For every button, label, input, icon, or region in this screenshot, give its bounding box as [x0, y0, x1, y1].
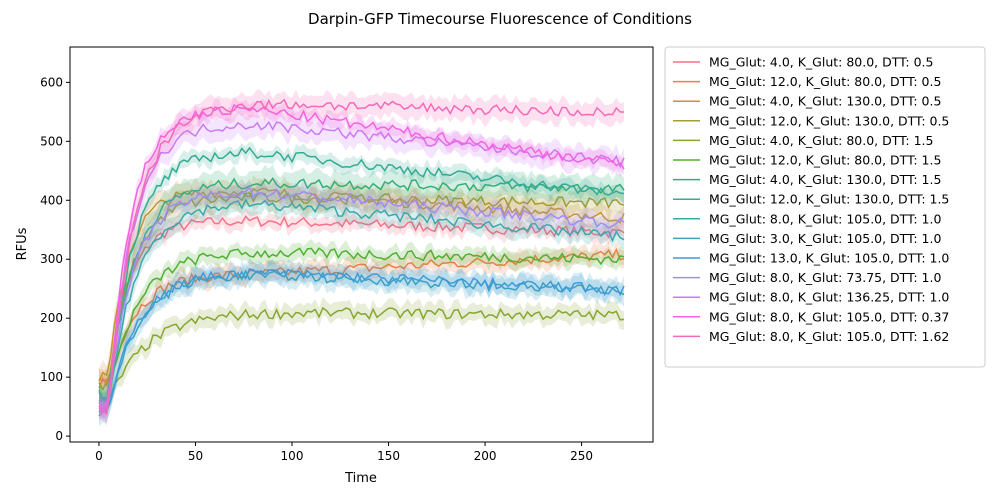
series-line-3: [98, 187, 625, 382]
x-tick-label: 50: [188, 449, 203, 463]
legend-label-13: MG_Glut: 8.0, K_Glut: 136.25, DTT: 1.0: [709, 290, 949, 305]
y-tick-label: 600: [40, 75, 63, 89]
series-band-4: [99, 179, 624, 403]
series-line-13: [98, 120, 625, 409]
x-tick-label: 200: [474, 449, 497, 463]
x-axis-label: Time: [344, 471, 377, 486]
legend-label-11: MG_Glut: 13.0, K_Glut: 105.0, DTT: 1.0: [709, 251, 949, 266]
y-tick-label: 400: [40, 193, 63, 207]
legend-label-5: MG_Glut: 4.0, K_Glut: 80.0, DTT: 1.5: [709, 133, 933, 148]
legend-label-9: MG_Glut: 8.0, K_Glut: 105.0, DTT: 1.0: [709, 211, 941, 226]
plot-area: [98, 88, 625, 427]
series-band-1: [99, 208, 624, 398]
series-band-7: [99, 164, 624, 413]
series-line-6: [98, 247, 625, 401]
y-axis-label: RFUs: [15, 227, 30, 260]
legend-label-7: MG_Glut: 4.0, K_Glut: 130.0, DTT: 1.5: [709, 172, 941, 187]
legend-label-2: MG_Glut: 12.0, K_Glut: 80.0, DTT: 0.5: [709, 74, 941, 89]
series-line-2: [98, 247, 625, 382]
y-tick-label: 200: [40, 311, 63, 325]
series-line-11: [98, 267, 625, 414]
legend-label-12: MG_Glut: 8.0, K_Glut: 73.75, DTT: 1.0: [709, 270, 941, 285]
series-band-2: [99, 240, 624, 390]
chart-title: Darpin-GFP Timecourse Fluorescence of Co…: [308, 10, 692, 28]
series-line-15: [98, 98, 624, 416]
x-tick-label: 250: [570, 449, 593, 463]
series-line-8: [98, 146, 625, 401]
series-band-6: [99, 238, 624, 411]
series-line-9: [98, 198, 625, 405]
x-axis: 0 50 100 150 200 250: [95, 442, 593, 463]
y-tick-label: 100: [40, 370, 63, 384]
x-tick-label: 100: [281, 449, 304, 463]
series-band-15: [99, 88, 624, 426]
y-axis: 0 100 200 300 400 500 600: [40, 75, 70, 443]
legend-label-4: MG_Glut: 12.0, K_Glut: 130.0, DTT: 0.5: [709, 113, 949, 128]
legend-label-15: MG_Glut: 8.0, K_Glut: 105.0, DTT: 1.62: [709, 329, 949, 344]
y-tick-label: 0: [55, 429, 63, 443]
series-line-12: [98, 186, 625, 410]
legend-label-6: MG_Glut: 12.0, K_Glut: 80.0, DTT: 1.5: [709, 153, 941, 168]
legend: MG_Glut: 4.0, K_Glut: 80.0, DTT: 0.5 MG_G…: [664, 46, 986, 368]
series-line-14: [98, 104, 625, 414]
y-tick-label: 300: [40, 252, 63, 266]
legend-label-14: MG_Glut: 8.0, K_Glut: 105.0, DTT: 0.37: [709, 309, 949, 324]
x-tick-label: 150: [377, 449, 400, 463]
y-tick-label: 500: [40, 134, 63, 148]
legend-label-1: MG_Glut: 4.0, K_Glut: 80.0, DTT: 0.5: [709, 55, 933, 70]
legend-box: [664, 46, 986, 368]
legend-label-10: MG_Glut: 3.0, K_Glut: 105.0, DTT: 1.0: [709, 231, 941, 246]
legend-label-8: MG_Glut: 12.0, K_Glut: 130.0, DTT: 1.5: [709, 192, 949, 207]
plot-frame: [69, 46, 654, 443]
series-band-5: [99, 296, 624, 410]
x-tick-label: 0: [95, 449, 103, 463]
series-line-5: [98, 306, 625, 402]
series-band-3: [99, 175, 624, 395]
series-line-1: [98, 215, 625, 389]
legend-label-3: MG_Glut: 4.0, K_Glut: 130.0, DTT: 0.5: [709, 94, 941, 109]
